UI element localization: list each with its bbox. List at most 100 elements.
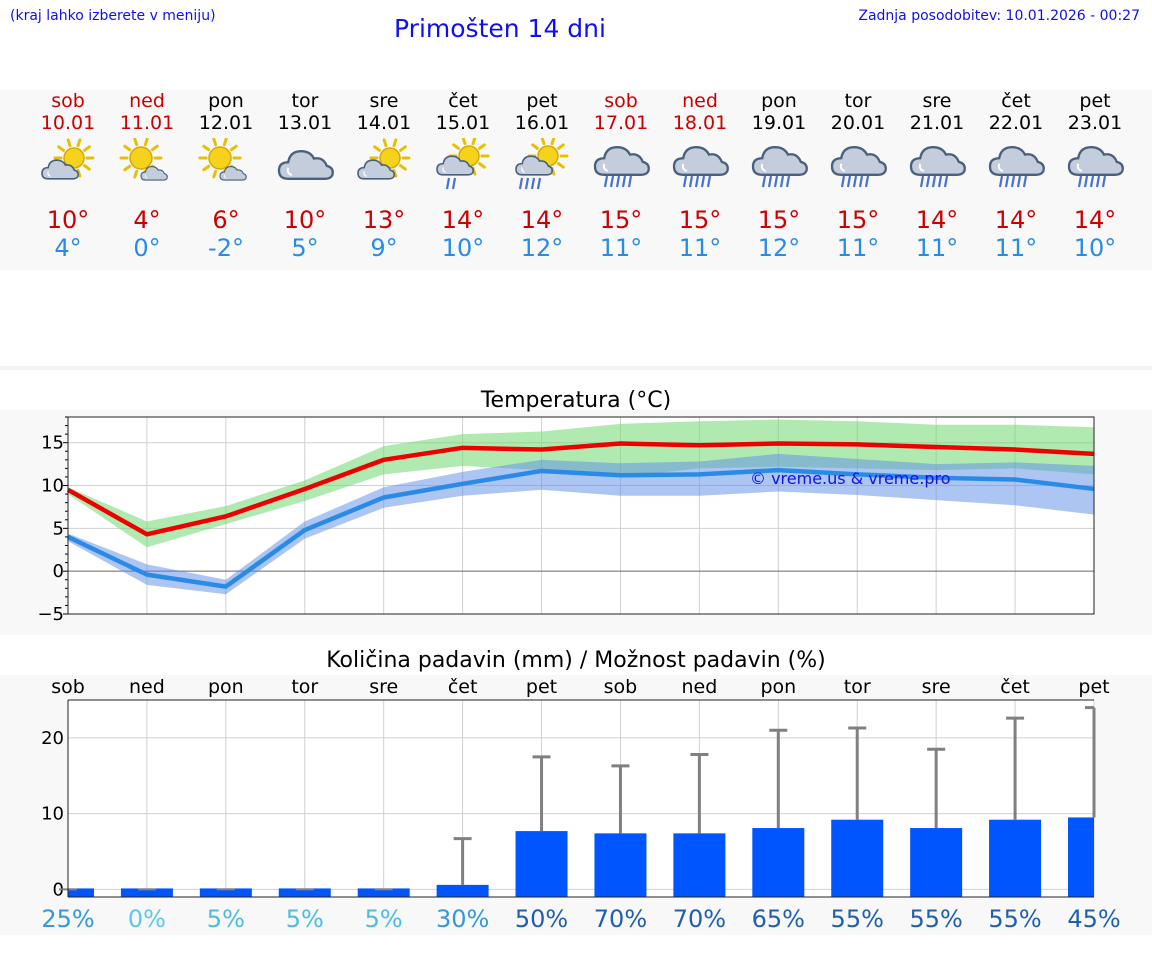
temp-max: 14° (1073, 206, 1117, 234)
y-tick-label: −5 (37, 604, 64, 625)
temperature-chart-title: Temperatura (°C) (480, 388, 672, 413)
precip-probability-label: 25% (41, 905, 94, 933)
day-name: pon (761, 90, 797, 112)
partly-cloudy-icon (41, 138, 95, 180)
day-column: sob 17.01 15° 11° (581, 90, 661, 262)
rain-icon (672, 146, 729, 188)
max-temperature-line (66, 441, 1095, 537)
precip-bar (68, 888, 94, 897)
page-title: Primošten 14 dni (394, 14, 606, 43)
category-label: pon (208, 676, 244, 698)
day-date: 12.01 (198, 112, 254, 134)
precip-bar (910, 828, 963, 897)
temp-max: 14° (520, 206, 564, 234)
precip-probability-label: 5% (286, 905, 324, 933)
day-name: čet (1001, 90, 1031, 112)
day-column: tor 13.01 10° 5° (265, 90, 345, 262)
precip-bar (989, 819, 1042, 897)
temp-min: 4° (54, 234, 82, 262)
day-name: ned (682, 90, 718, 112)
category-label: tor (844, 676, 871, 698)
temp-min: -2° (208, 234, 244, 262)
day-date: 23.01 (1067, 112, 1123, 134)
temp-max: 14° (915, 206, 959, 234)
day-column: ned 11.01 4° 0° (107, 90, 187, 262)
precipitation-chart: sob ned pon tor sre čet pet sob ned pon tor sre čet p… (41, 676, 1121, 933)
temp-max: 15° (599, 206, 643, 234)
max-range-band (68, 419, 1094, 548)
sunny-cloud-icon (198, 138, 247, 181)
temp-min: 9° (370, 234, 398, 262)
day-date: 13.01 (277, 112, 333, 134)
day-name: ned (129, 90, 165, 112)
category-label: čet (1000, 676, 1030, 698)
category-label: sob (51, 676, 85, 698)
precip-bar (831, 819, 884, 897)
precip-bar (594, 833, 647, 897)
category-label: ned (129, 676, 165, 698)
precip-bar (1068, 817, 1094, 897)
precip-probability-label: 65% (752, 905, 805, 933)
sun-rain-icon (515, 138, 569, 190)
y-tick-label: 0 (53, 561, 64, 582)
day-date: 19.01 (751, 112, 807, 134)
precip-probability-label: 50% (515, 905, 568, 933)
precip-bar (673, 833, 726, 897)
day-name: tor (844, 90, 872, 112)
category-label: čet (448, 676, 478, 698)
day-name: tor (291, 90, 319, 112)
precip-probability-label: 45% (1067, 905, 1120, 933)
day-column: sob 10.01 10° 4° (28, 90, 108, 262)
precip-probability-label: 55% (909, 905, 962, 933)
day-column: pet 23.01 14° 10° (1055, 90, 1135, 262)
temp-max: 14° (441, 206, 485, 234)
cloudy-icon (277, 150, 334, 180)
temp-min: 11° (915, 234, 959, 262)
temp-min: 11° (836, 234, 880, 262)
temp-min: 11° (994, 234, 1038, 262)
day-column: čet 15.01 14° 10° (423, 90, 503, 262)
category-label: pet (526, 676, 557, 698)
y-tick-label: 20 (41, 728, 64, 749)
category-label: pon (760, 676, 796, 698)
category-label: sob (604, 676, 638, 698)
temp-max: 15° (757, 206, 801, 234)
min-range-band (68, 453, 1094, 595)
precip-bar (752, 828, 805, 897)
temp-max: 13° (362, 206, 406, 234)
temp-max: 15° (678, 206, 722, 234)
watermark: © vreme.us & vreme.pro (750, 469, 951, 488)
temp-min: 0° (133, 234, 161, 262)
precip-probability-label: 55% (988, 905, 1041, 933)
day-date: 21.01 (909, 112, 965, 134)
day-date: 16.01 (514, 112, 570, 134)
partly-cloudy-icon (357, 138, 411, 180)
rain-icon (909, 146, 966, 188)
day-date: 11.01 (119, 112, 175, 134)
rain-icon (593, 146, 650, 188)
precipitation-chart-title: Količina padavin (mm) / Možnost padavin … (326, 648, 826, 673)
day-name: sob (604, 90, 638, 112)
temp-min: 10° (441, 234, 485, 262)
min-temperature-line (67, 467, 1095, 589)
y-tick-label: 5 (53, 518, 64, 539)
y-tick-label: 0 (53, 879, 64, 900)
day-date: 14.01 (356, 112, 412, 134)
precip-bar (199, 888, 252, 897)
temp-min: 12° (520, 234, 564, 262)
day-column: čet 22.01 14° 11° (976, 90, 1056, 262)
temp-max: 14° (994, 206, 1038, 234)
day-date: 22.01 (988, 112, 1044, 134)
precip-probability-label: 5% (365, 905, 403, 933)
rain-icon (751, 146, 808, 188)
day-date: 17.01 (593, 112, 649, 134)
divider (0, 366, 1152, 370)
precip-bar (278, 888, 331, 897)
rain-icon (988, 146, 1045, 188)
day-column: tor 20.01 15° 11° (818, 90, 898, 262)
temp-min: 5° (291, 234, 319, 262)
category-label: ned (681, 676, 717, 698)
temp-min: 11° (599, 234, 643, 262)
sunny-cloud-icon (119, 138, 168, 181)
category-label: sre (369, 676, 398, 698)
